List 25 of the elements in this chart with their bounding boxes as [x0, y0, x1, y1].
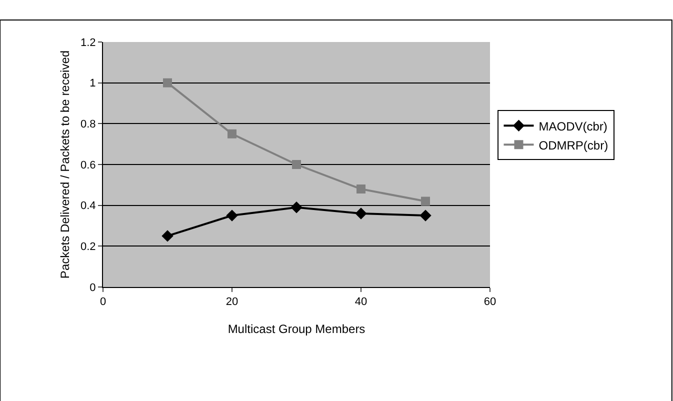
- point: [421, 196, 430, 206]
- y-tick-label: 0.8: [80, 118, 96, 131]
- point: [355, 208, 367, 220]
- legend-label: ODMRP(cbr): [538, 138, 608, 152]
- point: [162, 230, 174, 242]
- y-tick-label: 0.6: [80, 159, 96, 172]
- point: [228, 129, 236, 138]
- x-axis-title: Multicast Group Members: [228, 322, 366, 336]
- y-axis-title: Packets Delivered / Packets to be received: [58, 50, 72, 279]
- point: [226, 210, 238, 222]
- y-tick-label: 0: [90, 282, 96, 294]
- point: [292, 160, 301, 169]
- point: [290, 202, 302, 214]
- point: [163, 78, 172, 88]
- x-tick-label: 0: [100, 296, 106, 308]
- x-tick-label: 20: [226, 296, 238, 308]
- x-tick-label: 60: [484, 296, 496, 308]
- y-tick-label: 0.4: [80, 200, 96, 212]
- x-tick-label: 40: [354, 296, 368, 308]
- y-tick-label: 1.2: [80, 36, 96, 49]
- legend-label: MAODV(cbr): [538, 119, 608, 134]
- y-tick-label: 0.2: [80, 241, 96, 254]
- point: [420, 210, 432, 222]
- point: [356, 184, 366, 194]
- y-tick-label: 1: [90, 78, 96, 90]
